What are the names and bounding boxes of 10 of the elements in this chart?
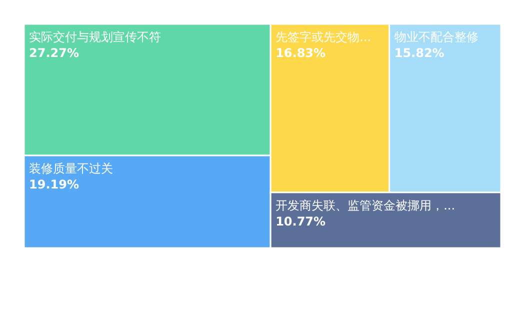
category-label: 实际交付与规划宣传不符	[29, 30, 161, 44]
data-label: 27.27%	[29, 46, 79, 60]
category-label: 先签字或先交物...	[276, 30, 372, 44]
data-label: 15.82%	[394, 46, 444, 60]
category-label: 物业不配合整修	[394, 30, 478, 44]
category-label: 装修质量不过关	[29, 161, 113, 176]
data-label: 10.77%	[276, 214, 326, 228]
data-label: 16.83%	[276, 46, 326, 60]
category-label: 开发商失联、监管资金被挪用，...	[276, 198, 456, 212]
data-label: 19.19%	[29, 177, 79, 192]
